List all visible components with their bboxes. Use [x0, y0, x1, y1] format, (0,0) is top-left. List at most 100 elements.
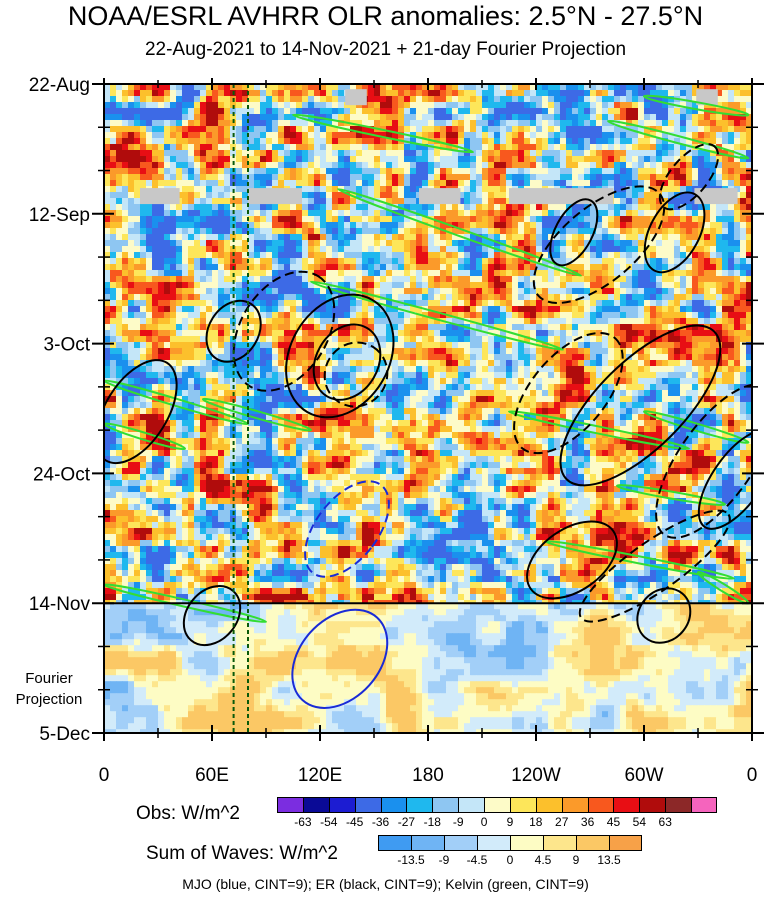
- colorbar-tick-label: -18: [423, 815, 441, 829]
- footnote-legend: MJO (blue, CINT=9); ER (black, CINT=9); …: [182, 876, 589, 892]
- kelvin-contour: [642, 94, 750, 117]
- er-contour: [643, 191, 706, 274]
- er-contour: [658, 143, 720, 211]
- colorbar-swatch: [576, 835, 609, 851]
- wave-colorbar: [378, 835, 642, 851]
- mjo-contour: [291, 608, 389, 709]
- er-contour: [104, 359, 178, 465]
- kelvin-contour: [336, 187, 583, 277]
- colorbar-swatch: [510, 835, 543, 851]
- y-tick-label: 22-Aug: [29, 75, 90, 96]
- colorbar-swatch: [561, 797, 588, 813]
- er-contour: [532, 185, 666, 305]
- missing-data-strip: [345, 89, 367, 106]
- colorbar-swatch: [378, 835, 411, 851]
- y-tick-label: 14-Nov: [29, 594, 91, 615]
- colorbar-swatch: [543, 835, 576, 851]
- er-contour: [697, 429, 752, 530]
- colorbar-tick-label: -4.5: [466, 853, 488, 867]
- colorbar-swatch: [609, 835, 642, 851]
- y-tick-label: 24-Oct: [33, 464, 91, 485]
- colorbar-tick-label: -54: [320, 815, 338, 829]
- x-tick-label: 120W: [511, 765, 561, 786]
- colorbar-swatch: [354, 797, 381, 813]
- colorbar-swatch: [411, 835, 444, 851]
- colorbar-tick-label: 18: [529, 815, 543, 829]
- colorbar-swatch: [328, 797, 355, 813]
- x-tick-label: 0: [99, 765, 110, 786]
- missing-data-strip: [248, 188, 302, 205]
- colorbar-swatch: [406, 797, 433, 813]
- er-contour: [559, 324, 722, 487]
- colorbar-tick-label: 0: [506, 853, 514, 867]
- obs-colorbar: [277, 797, 717, 813]
- colorbar-swatch: [458, 797, 484, 813]
- colorbar-tick-label: 4.5: [534, 853, 552, 867]
- missing-data-strip: [140, 188, 180, 205]
- wave-colorbar-ticks: -13.5 -9 -4.5 0 4.5 9 13.5: [378, 853, 642, 867]
- missing-data-strip: [694, 188, 738, 205]
- colorbar-tick-label: 27: [555, 815, 569, 829]
- colorbar-tick-label: 0: [480, 815, 488, 829]
- projection-field: [104, 603, 752, 733]
- x-tick-label: 120E: [298, 765, 342, 786]
- colorbar-swatch: [535, 797, 562, 813]
- colorbar-tick-label: 54: [632, 815, 647, 829]
- colorbar-tick-label: 13.5: [597, 853, 621, 867]
- colorbar-swatch: [639, 797, 666, 813]
- er-contour: [636, 587, 692, 644]
- er-contour: [285, 293, 395, 419]
- er-contour: [655, 383, 752, 539]
- er-contour: [323, 341, 389, 408]
- er-contour: [549, 198, 599, 267]
- colorbar-tick-label: 9: [506, 815, 514, 829]
- kelvin-contour: [507, 410, 691, 450]
- colorbar-tick-label: -63: [294, 815, 312, 829]
- colorbar-swatch: [509, 797, 536, 813]
- kelvin-contour: [291, 113, 475, 154]
- colorbar-tick-label: -9: [452, 815, 464, 829]
- er-contour: [205, 299, 262, 363]
- wave-colorbar-label: Sum of Waves: W/m^2: [146, 843, 338, 864]
- colorbar-tick-label: 36: [580, 815, 595, 829]
- colorbar-tick-label: -36: [371, 815, 390, 829]
- colorbar-swatch: [277, 797, 303, 813]
- colorbar-tick-label: -45: [345, 815, 364, 829]
- y-tick-label: 3-Oct: [44, 335, 91, 356]
- kelvin-contour: [309, 280, 565, 351]
- y-tick-label: 12-Sep: [29, 205, 90, 226]
- colorbar-swatch: [613, 797, 640, 813]
- obs-colorbar-label: Obs: W/m^2: [136, 803, 240, 824]
- fourier-projection-label: Fourier Projection: [15, 670, 83, 708]
- colorbar-swatch: [665, 797, 691, 813]
- x-tick-label: 60E: [195, 765, 229, 786]
- kelvin-contour: [606, 119, 750, 160]
- obs-anomaly-field: [104, 84, 752, 607]
- missing-data-strip: [419, 188, 461, 205]
- kelvin-contour: [104, 422, 187, 451]
- er-contour: [312, 323, 382, 401]
- chart-title: NOAA/ESRL AVHRR OLR anomalies: 2.5°N - 2…: [67, 1, 704, 31]
- colorbar-tick-label: -13.5: [397, 853, 425, 867]
- colorbar-swatch: [302, 797, 329, 813]
- chart-subtitle: 22-Aug-2021 to 14-Nov-2021 + 21-day Four…: [144, 39, 627, 60]
- colorbar-tick-label: -27: [397, 815, 416, 829]
- colorbar-swatch: [432, 797, 459, 813]
- colorbar-tick-label: 9: [572, 853, 580, 867]
- er-contour: [578, 509, 731, 623]
- missing-data-strips: [140, 89, 738, 205]
- y-tick-label: 5-Dec: [39, 724, 90, 745]
- kelvin-contour: [615, 484, 727, 506]
- wave-contours: [104, 94, 752, 709]
- colorbar-swatch: [484, 797, 510, 813]
- kelvin-contour: [642, 410, 750, 444]
- colorbar-swatch: [691, 797, 717, 813]
- obs-colorbar-ticks: -63 -54 -45 -36 -27 -18 -9 0 9 18 27 36 45 54 63: [277, 815, 717, 829]
- er-contour: [513, 331, 624, 455]
- colorbar-tick-label: 63: [658, 815, 672, 829]
- x-tick-label: 0: [747, 765, 758, 786]
- colorbar-swatch: [477, 835, 510, 851]
- colorbar-tick-label: -9: [438, 853, 450, 867]
- x-tick-label: 60W: [624, 765, 663, 786]
